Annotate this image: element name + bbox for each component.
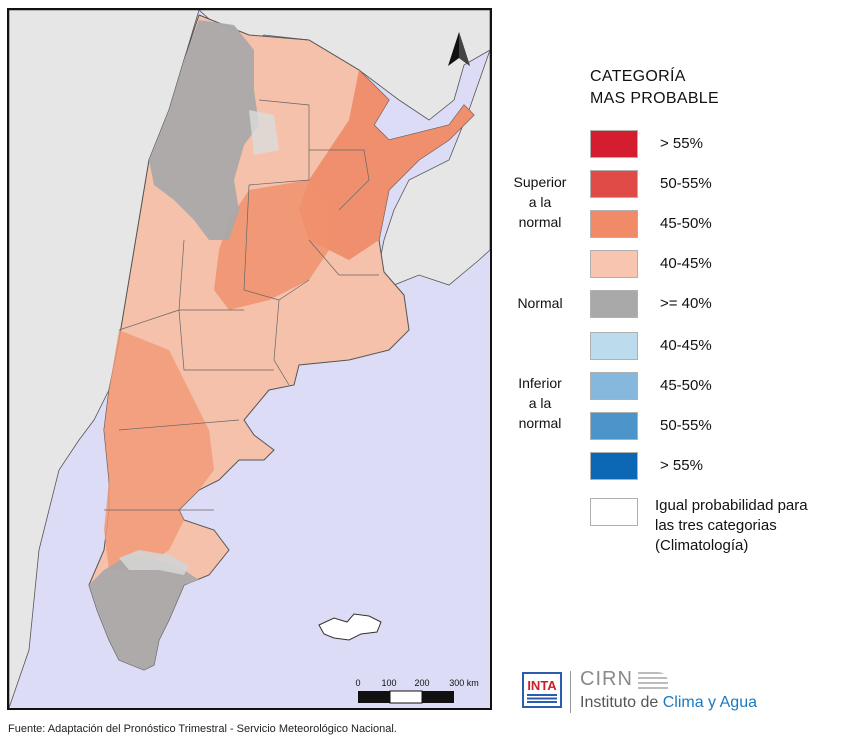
north-arrow-icon [448, 32, 470, 66]
legend-swatch-8 [590, 452, 638, 480]
scale-tick-300: 300 km [449, 678, 479, 688]
legend-title-line1: CATEGORÍA [590, 68, 686, 85]
bolivia-paraguay-land [198, 10, 490, 121]
cirn-logo-text: CIRN [580, 668, 633, 690]
legend-swatch-3 [590, 250, 638, 278]
legend-swatch-5 [590, 332, 638, 360]
malvinas-islands [318, 613, 382, 641]
source-footer: Fuente: Adaptación del Pronóstico Trimes… [8, 723, 397, 735]
scale-tick-100: 100 [381, 678, 396, 688]
legend-title: CATEGORÍA MAS PROBABLE [590, 66, 719, 110]
legend-label-4: >= 40% [660, 295, 712, 312]
legend-swatch-0 [590, 130, 638, 158]
legend-label-1: 50-55% [660, 175, 712, 192]
legend-label-3: 40-45% [660, 255, 712, 272]
inta-logo-stripes [527, 694, 557, 703]
legend-label-2: 45-50% [660, 215, 712, 232]
inta-logo: INTA [522, 672, 562, 708]
zone-light-gray-north [249, 110, 279, 155]
zone-gray-northwest [149, 20, 259, 240]
group-label-superior: Superior a la normal [513, 174, 567, 230]
legend-swatch-7 [590, 412, 638, 440]
legend-swatch-climatology [590, 498, 638, 526]
legend-swatch-4 [590, 290, 638, 318]
legend-swatch-6 [590, 372, 638, 400]
institute-name: Instituto de Clima y Agua [580, 694, 757, 711]
legend-label-climatology: Igual probabilidad para las tres categor… [655, 497, 808, 554]
group-label-inferior: Inferior a la normal [518, 375, 562, 431]
logo-divider [570, 671, 571, 713]
zone-gray-south [89, 555, 199, 670]
legend-label-6: 45-50% [660, 377, 712, 394]
zone-orange-northeast [299, 70, 474, 260]
legend-label-8: > 55% [660, 457, 703, 474]
scale-tick-200: 200 [414, 678, 429, 688]
legend-swatch-2 [590, 210, 638, 238]
map-svg: 0 100 200 300 km [9, 10, 490, 708]
legend-title-line2: MAS PROBABLE [590, 90, 719, 107]
group-label-normal: Normal [517, 295, 563, 311]
legend-label-5: 40-45% [660, 337, 712, 354]
forecast-map: 0 100 200 300 km [7, 8, 492, 710]
legend-label-0: > 55% [660, 135, 703, 152]
cirn-waves-icon [638, 672, 668, 692]
province-borders [104, 99, 379, 511]
legend-swatch-1 [590, 170, 638, 198]
scale-tick-0: 0 [355, 678, 360, 688]
zone-orange-center [214, 180, 329, 310]
legend-label-7: 50-55% [660, 417, 712, 434]
zone-light-gray-south [119, 550, 189, 575]
inta-logo-text: INTA [526, 678, 558, 694]
scale-bar: 0 100 200 300 km [355, 678, 479, 704]
